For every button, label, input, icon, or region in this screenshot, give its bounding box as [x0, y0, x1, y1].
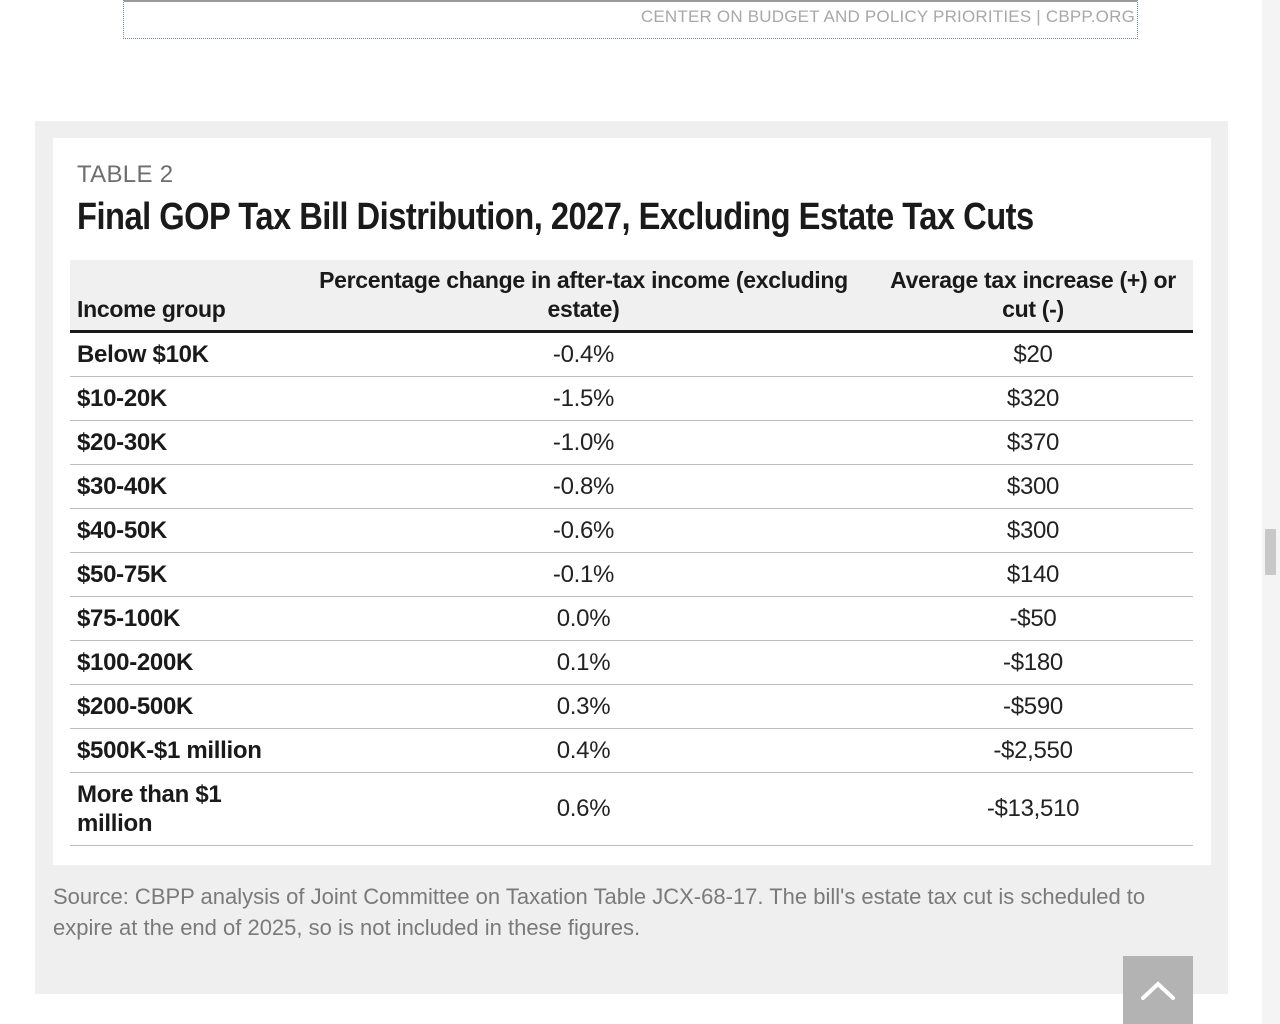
header-income-group: Income group	[70, 260, 294, 333]
row-average-tax: -$590	[873, 684, 1193, 729]
row-average-tax: $300	[873, 464, 1193, 509]
row-average-tax: $370	[873, 420, 1193, 465]
image-credit: CENTER ON BUDGET AND POLICY PRIORITIES |…	[640, 7, 1135, 26]
row-income-group: $20-30K	[70, 420, 294, 465]
table-row: $500K-$1 million 0.4% -$2,550	[70, 728, 1193, 773]
page-scrollbar[interactable]	[1262, 0, 1280, 1024]
row-income-group: More than $1 million	[70, 772, 294, 846]
header-percentage-change: Percentage change in after-tax income (e…	[294, 260, 873, 333]
header-average-tax: Average tax increase (+) or cut (-)	[873, 260, 1193, 333]
table-row: More than $1 million 0.6% -$13,510	[70, 772, 1193, 846]
source-note: Source: CBPP analysis of Joint Committee…	[53, 884, 1146, 940]
table-row: Below $10K -0.4% $20	[70, 331, 1193, 377]
distribution-table: Income group Percentage change in after-…	[70, 260, 1193, 846]
row-average-tax: $140	[873, 552, 1193, 597]
table-header-row: Income group Percentage change in after-…	[70, 260, 1193, 333]
table-row: $20-30K -1.0% $370	[70, 420, 1193, 465]
row-percentage-change: 0.6%	[294, 772, 873, 846]
table-row: $200-500K 0.3% -$590	[70, 684, 1193, 729]
chart-image-bottom-edge: CENTER ON BUDGET AND POLICY PRIORITIES |…	[123, 0, 1138, 39]
row-percentage-change: -1.5%	[294, 376, 873, 421]
row-income-group: $10-20K	[70, 376, 294, 421]
row-percentage-change: -0.8%	[294, 464, 873, 509]
row-percentage-change: 0.4%	[294, 728, 873, 773]
row-income-group: $50-75K	[70, 552, 294, 597]
row-average-tax: -$2,550	[873, 728, 1193, 773]
row-average-tax: -$50	[873, 596, 1193, 641]
table-figure: TABLE 2 Final GOP Tax Bill Distribution,…	[35, 121, 1228, 994]
row-income-group: $200-500K	[70, 684, 294, 729]
row-income-group: $40-50K	[70, 508, 294, 553]
row-average-tax: -$13,510	[873, 772, 1193, 846]
table-row: $30-40K -0.8% $300	[70, 464, 1193, 509]
back-to-top-button[interactable]	[1123, 956, 1193, 1024]
table-title: Final GOP Tax Bill Distribution, 2027, E…	[77, 196, 1034, 238]
table-card: TABLE 2 Final GOP Tax Bill Distribution,…	[53, 138, 1211, 865]
row-average-tax: $300	[873, 508, 1193, 553]
row-percentage-change: 0.1%	[294, 640, 873, 685]
table-row: $40-50K -0.6% $300	[70, 508, 1193, 553]
table-row: $10-20K -1.5% $320	[70, 376, 1193, 421]
row-average-tax: $20	[873, 331, 1193, 377]
scrollbar-thumb[interactable]	[1265, 529, 1276, 575]
row-percentage-change: -0.4%	[294, 331, 873, 377]
table-row: $75-100K 0.0% -$50	[70, 596, 1193, 641]
row-percentage-change: -1.0%	[294, 420, 873, 465]
row-income-group: $500K-$1 million	[70, 728, 294, 773]
table-label: TABLE 2	[77, 161, 174, 188]
row-income-group: $100-200K	[70, 640, 294, 685]
chevron-up-icon	[1141, 981, 1175, 1000]
row-income-group: Below $10K	[70, 331, 294, 377]
row-income-group: $30-40K	[70, 464, 294, 509]
row-income-group: $75-100K	[70, 596, 294, 641]
table-row: $50-75K -0.1% $140	[70, 552, 1193, 597]
row-percentage-change: 0.3%	[294, 684, 873, 729]
row-percentage-change: 0.0%	[294, 596, 873, 641]
row-percentage-change: -0.1%	[294, 552, 873, 597]
row-percentage-change: -0.6%	[294, 508, 873, 553]
row-average-tax: $320	[873, 376, 1193, 421]
table-row: $100-200K 0.1% -$180	[70, 640, 1193, 685]
row-average-tax: -$180	[873, 640, 1193, 685]
